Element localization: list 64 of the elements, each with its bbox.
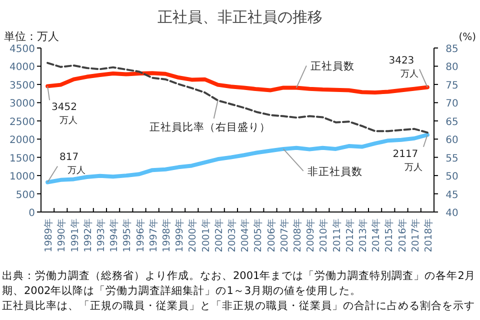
y2-tick-label: 85 bbox=[446, 44, 458, 55]
y2-tick-label: 45 bbox=[446, 190, 458, 201]
chart-title: 正社員、非正社員の推移 bbox=[158, 8, 322, 26]
x-tick-label: 2016年 bbox=[396, 218, 408, 252]
x-tick-label: 1993年 bbox=[94, 218, 107, 252]
x-tick-label: 1992年 bbox=[82, 218, 94, 252]
x-tick-label: 1989年 bbox=[42, 218, 55, 252]
x-tick-label: 2002年 bbox=[212, 218, 225, 252]
y-tick-label: 2000 bbox=[10, 135, 35, 146]
annotation: 3452 万人 bbox=[52, 102, 78, 126]
y-tick-label: 3500 bbox=[10, 80, 35, 92]
y-tick-label: 4000 bbox=[10, 62, 35, 74]
annotation: 3423 万人 bbox=[388, 55, 418, 80]
y-tick-label: 2500 bbox=[10, 116, 35, 128]
source-note: 出典：労働力調査（総務省）より作成。なお、2001年までは「労働力調査特別調査」の各年2月期、2002年以降は「労働力調査詳細集計」の1～3月期の値を使用した。 bbox=[2, 269, 476, 297]
annotation: 817 万人 bbox=[60, 152, 86, 176]
x-tick-label: 2009年 bbox=[304, 218, 317, 252]
y-tick-label: 500 bbox=[16, 190, 35, 201]
x-tick-label: 1999年 bbox=[174, 218, 186, 252]
y-tick-label: 3000 bbox=[10, 98, 35, 110]
x-tick-label: 2011年 bbox=[330, 218, 343, 252]
y-tick-label: 4500 bbox=[10, 44, 35, 55]
x-tick-label: 2013年 bbox=[356, 218, 369, 252]
series-label: 正社員比率（右目盛り） bbox=[149, 120, 270, 134]
series-label: 非正社員数 bbox=[307, 164, 362, 178]
y2-tick-label: 80 bbox=[446, 62, 458, 74]
x-tick-label: 2017年 bbox=[409, 218, 422, 252]
y2-tick-label: 65 bbox=[446, 116, 458, 128]
x-tick-label: 2003年 bbox=[226, 218, 238, 252]
y2-tick-label: 70 bbox=[446, 98, 458, 110]
y2-tick-label: 40 bbox=[446, 208, 458, 219]
x-tick-label: 1990年 bbox=[56, 218, 68, 252]
x-tick-label: 1991年 bbox=[68, 218, 81, 252]
line-series bbox=[46, 132, 430, 184]
y-tick-label: 1500 bbox=[10, 153, 35, 164]
x-tick-label: 2007年 bbox=[278, 218, 290, 252]
x-tick-label: 1994年 bbox=[108, 218, 120, 252]
text: 正社員比率は、「正規の職員・従業員」と「非正規の職員・従業員」の合計に占める割合を示す bbox=[2, 299, 475, 312]
x-tick-label: 2018年 bbox=[422, 218, 434, 252]
y2-axis-title: (%) bbox=[458, 32, 476, 43]
x-tick-label: 2006年 bbox=[265, 218, 278, 252]
y2-tick-label: 50 bbox=[446, 172, 458, 183]
x-tick-label: 2014年 bbox=[370, 218, 382, 252]
x-tick-label: 2001年 bbox=[200, 218, 212, 252]
y2-tick-label: 75 bbox=[446, 80, 458, 92]
x-tick-label: 1998年 bbox=[160, 218, 172, 252]
series-label: 正社員数 bbox=[310, 60, 354, 73]
line-series bbox=[46, 71, 430, 94]
x-tick-label: 1995年 bbox=[121, 218, 134, 252]
y2-tick-label: 60 bbox=[446, 135, 458, 146]
annotation: 2117 万人 bbox=[392, 148, 422, 173]
x-tick-label: 2012年 bbox=[344, 218, 356, 252]
x-tick-label: 2008年 bbox=[291, 218, 304, 252]
x-tick-label: 2000年 bbox=[186, 218, 199, 252]
x-tick-label: 2015年 bbox=[383, 218, 396, 252]
x-tick-label: 2010年 bbox=[318, 218, 330, 252]
x-tick-label: 2004年 bbox=[239, 218, 252, 252]
y-axis-title: 単位：万人 bbox=[4, 30, 59, 43]
x-tick-label: 2005年 bbox=[252, 218, 264, 252]
x-tick-label: 1997年 bbox=[147, 218, 160, 252]
y-tick-label: 1000 bbox=[10, 172, 35, 183]
y-tick-label: 0 bbox=[28, 208, 35, 219]
y2-tick-label: 55 bbox=[446, 153, 458, 164]
x-tick-label: 1996年 bbox=[134, 218, 146, 252]
